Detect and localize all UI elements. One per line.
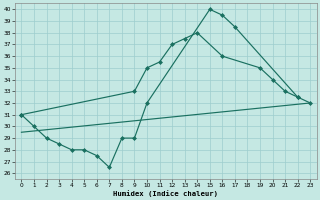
X-axis label: Humidex (Indice chaleur): Humidex (Indice chaleur) bbox=[113, 190, 218, 197]
